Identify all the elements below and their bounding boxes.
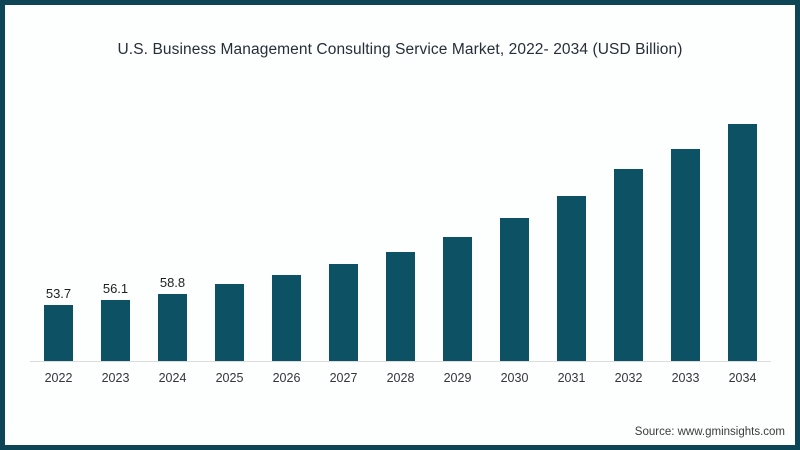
x-axis-label-2022: 2022 xyxy=(44,371,73,385)
bar-column-2026 xyxy=(258,270,315,361)
bar-value-label: 53.7 xyxy=(45,286,72,301)
x-axis-label-2033: 2033 xyxy=(671,371,700,385)
bar-2034 xyxy=(728,124,757,361)
bar-2029 xyxy=(443,237,472,361)
bar-column-2029 xyxy=(429,232,486,361)
bar-2022 xyxy=(44,305,73,361)
bar-column-2033 xyxy=(657,144,714,361)
x-axis-label-2023: 2023 xyxy=(101,371,130,385)
x-axis-label-2029: 2029 xyxy=(443,371,472,385)
bar-value-label: 56.1 xyxy=(102,281,129,296)
x-axis-label-2031: 2031 xyxy=(557,371,586,385)
bar-2023 xyxy=(101,300,130,361)
bar-column-2022: 53.7 xyxy=(30,287,87,361)
x-axis-label-2024: 2024 xyxy=(158,371,187,385)
bar-column-2023: 56.1 xyxy=(87,282,144,361)
bar-2032 xyxy=(614,169,643,361)
source-note: Source: www.gminsights.com xyxy=(634,426,785,438)
bar-column-2028 xyxy=(372,247,429,361)
bar-2025 xyxy=(215,284,244,361)
bar-2027 xyxy=(329,264,358,361)
bar-column-2027 xyxy=(315,259,372,361)
x-axis-label-2027: 2027 xyxy=(329,371,358,385)
bar-column-2032 xyxy=(600,164,657,361)
bar-column-2025 xyxy=(201,279,258,361)
x-axis-label-2032: 2032 xyxy=(614,371,643,385)
bar-2024 xyxy=(158,294,187,361)
plot-area: 53.7 56.1 58.8 xyxy=(30,72,771,362)
bar-2033 xyxy=(671,149,700,361)
x-axis-label-2030: 2030 xyxy=(500,371,529,385)
x-axis-label-2028: 2028 xyxy=(386,371,415,385)
bar-2028 xyxy=(386,252,415,361)
bar-column-2030 xyxy=(486,213,543,361)
chart-title: U.S. Business Management Consulting Serv… xyxy=(117,41,683,58)
bar-2026 xyxy=(272,275,301,361)
x-axis-label-2025: 2025 xyxy=(215,371,244,385)
x-axis: 2022 2023 2024 2025 2026 2027 2028 2029 2030 2031… xyxy=(30,371,771,385)
bar-2030 xyxy=(500,218,529,361)
x-axis-label-2026: 2026 xyxy=(272,371,301,385)
bar-column-2034 xyxy=(714,119,771,361)
bar-column-2031 xyxy=(543,191,600,361)
bar-value-label: 58.8 xyxy=(159,275,186,290)
bar-2031 xyxy=(557,196,586,361)
bar-column-2024: 58.8 xyxy=(144,276,201,361)
x-axis-label-2034: 2034 xyxy=(728,371,757,385)
